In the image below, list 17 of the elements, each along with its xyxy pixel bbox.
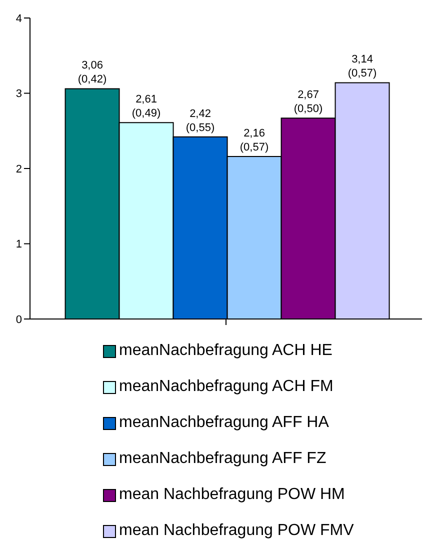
- y-tick-label: 0: [16, 314, 22, 326]
- legend-label: meanNachbefragung AFF FZ: [119, 450, 326, 468]
- y-tick-label: 1: [16, 238, 22, 251]
- data-label: 2,42 (0,55): [186, 108, 215, 134]
- data-label: 2,61 (0,49): [132, 94, 161, 120]
- data-label: 2,67 (0,50): [294, 89, 323, 116]
- y-tick-label: 2: [16, 163, 22, 176]
- y-tick-label: 3: [16, 88, 22, 100]
- legend-label: mean Nachbefragung POW HM: [119, 486, 345, 504]
- legend-label: meanNachbefragung ACH HE: [119, 342, 332, 360]
- y-tick-label: 4: [16, 12, 22, 25]
- data-label: 3,14 (0,57): [348, 54, 377, 80]
- legend-label: meanNachbefragung ACH FM: [119, 378, 334, 396]
- data-label: 3,06 (0,42): [78, 60, 107, 86]
- legend-label: mean Nachbefragung POW FMV: [119, 522, 354, 540]
- data-label: 2,16 (0,57): [240, 127, 269, 154]
- legend-label: meanNachbefragung AFF HA: [119, 414, 329, 432]
